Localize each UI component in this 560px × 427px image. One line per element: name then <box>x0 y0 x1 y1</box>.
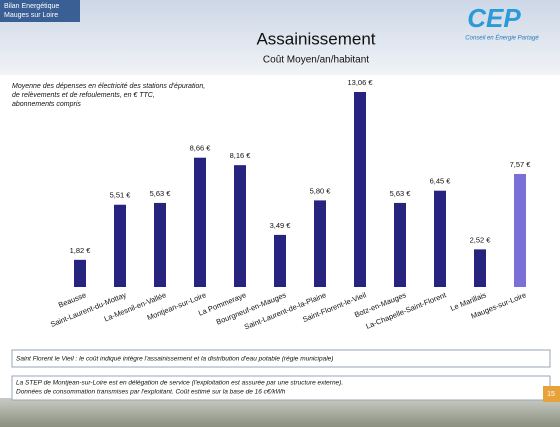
bar <box>314 200 326 287</box>
value-label: 5,63 € <box>150 189 172 198</box>
value-label: 2,52 € <box>470 235 492 244</box>
header-line: Bilan Energétique <box>4 3 59 10</box>
value-label: 8,16 € <box>230 151 252 160</box>
note: Saint Florent le Vieil : le coût indiqué… <box>16 356 333 363</box>
note: Données de consommation transmises par l… <box>16 389 286 396</box>
value-label: 7,57 € <box>510 160 532 169</box>
annotation: de relèvements et de refoulements, en € … <box>12 92 155 99</box>
bar <box>394 203 406 287</box>
value-label: 3,49 € <box>270 221 292 230</box>
note: La STEP de Montjean-sur-Loire est en dél… <box>16 380 343 387</box>
bar <box>194 158 206 287</box>
logo: CEP <box>467 3 521 33</box>
value-label: 13,06 € <box>347 78 373 87</box>
logo-tagline: Conseil en Énergie Partagé <box>465 35 539 42</box>
bar <box>514 174 526 287</box>
value-label: 1,82 € <box>70 246 92 255</box>
annotation: abonnements compris <box>12 101 81 108</box>
value-label: 5,63 € <box>390 189 412 198</box>
bar <box>274 235 286 287</box>
value-label: 6,45 € <box>430 177 452 186</box>
page-number: 15 <box>547 391 555 398</box>
header-line: Mauges sur Loire <box>4 12 58 19</box>
bar <box>114 205 126 287</box>
chart-subtitle: Coût Moyen/an/habitant <box>263 55 369 66</box>
bar <box>154 203 166 287</box>
chart-title: Assainissement <box>256 29 375 48</box>
annotation: Moyenne des dépenses en électricité des … <box>12 83 205 90</box>
bar <box>234 165 246 287</box>
slide: Bilan Energétique Mauges sur Loire CEP C… <box>0 0 560 427</box>
bar <box>474 249 486 287</box>
value-label: 5,80 € <box>310 186 332 195</box>
value-label: 8,66 € <box>190 144 212 153</box>
footer-photo <box>0 398 560 427</box>
value-label: 5,51 € <box>110 191 132 200</box>
bar <box>434 191 446 287</box>
bar <box>354 92 366 287</box>
bar <box>74 260 86 287</box>
